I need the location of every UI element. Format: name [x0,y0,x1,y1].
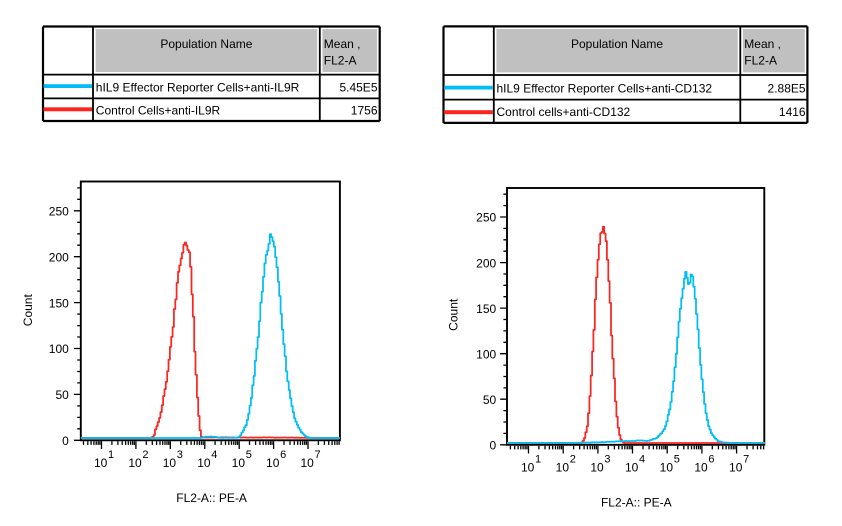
svg-text:7: 7 [315,449,321,461]
svg-text:6: 6 [280,449,286,461]
svg-text:250: 250 [476,211,496,225]
svg-text:6: 6 [708,454,714,466]
svg-text:Count: Count [21,294,35,327]
svg-text:10: 10 [521,461,535,475]
svg-text:hIL9 Effector Reporter Cells+a: hIL9 Effector Reporter Cells+anti-CD132 [497,81,713,95]
svg-text:150: 150 [49,296,69,310]
svg-text:5: 5 [246,449,252,461]
svg-text:10: 10 [266,456,280,470]
svg-text:7: 7 [743,454,749,466]
svg-text:5: 5 [674,454,680,466]
svg-text:Control Cells+anti-IL9R: Control Cells+anti-IL9R [96,104,221,118]
svg-text:FL2-A: FL2-A [744,54,777,68]
svg-text:50: 50 [55,388,69,402]
svg-text:Control cells+anti-CD132: Control cells+anti-CD132 [497,105,631,119]
svg-text:Mean ,: Mean , [744,37,781,51]
svg-text:Population Name: Population Name [571,37,663,51]
svg-text:10: 10 [94,456,108,470]
svg-text:10: 10 [729,461,743,475]
svg-text:10: 10 [128,456,142,470]
svg-text:1756: 1756 [351,104,378,118]
svg-text:50: 50 [483,393,497,407]
svg-text:4: 4 [639,454,645,466]
svg-text:FL2-A: FL2-A [324,54,357,68]
svg-text:2.88E5: 2.88E5 [768,81,806,95]
svg-text:10: 10 [556,461,570,475]
svg-text:250: 250 [49,205,69,219]
svg-text:5.45E5: 5.45E5 [339,81,377,95]
svg-text:1: 1 [108,449,114,461]
svg-text:hIL9 Effector Reporter Cells+a: hIL9 Effector Reporter Cells+anti-IL9R [96,81,300,95]
svg-text:200: 200 [476,256,496,270]
svg-text:150: 150 [476,302,496,316]
svg-text:200: 200 [49,250,69,264]
svg-text:2: 2 [142,449,148,461]
svg-text:10: 10 [660,461,674,475]
svg-text:10: 10 [625,461,639,475]
svg-text:10: 10 [197,456,211,470]
svg-text:10: 10 [163,456,177,470]
svg-text:Mean ,: Mean , [324,37,361,51]
svg-text:3: 3 [177,449,183,461]
svg-text:2: 2 [570,454,576,466]
svg-text:FL2-A:: PE-A: FL2-A:: PE-A [176,491,247,505]
svg-text:4: 4 [211,449,217,461]
svg-text:10: 10 [232,456,246,470]
svg-text:Count: Count [447,298,461,331]
svg-text:100: 100 [49,342,69,356]
svg-text:1416: 1416 [779,105,806,119]
svg-text:10: 10 [300,456,314,470]
svg-text:0: 0 [490,439,497,453]
svg-text:Population Name: Population Name [160,37,252,51]
svg-text:10: 10 [590,461,604,475]
svg-text:1: 1 [535,454,541,466]
svg-text:0: 0 [62,434,69,448]
svg-text:3: 3 [604,454,610,466]
svg-text:FL2-A:: PE-A: FL2-A:: PE-A [601,495,672,509]
svg-text:100: 100 [476,347,496,361]
svg-text:10: 10 [694,461,708,475]
